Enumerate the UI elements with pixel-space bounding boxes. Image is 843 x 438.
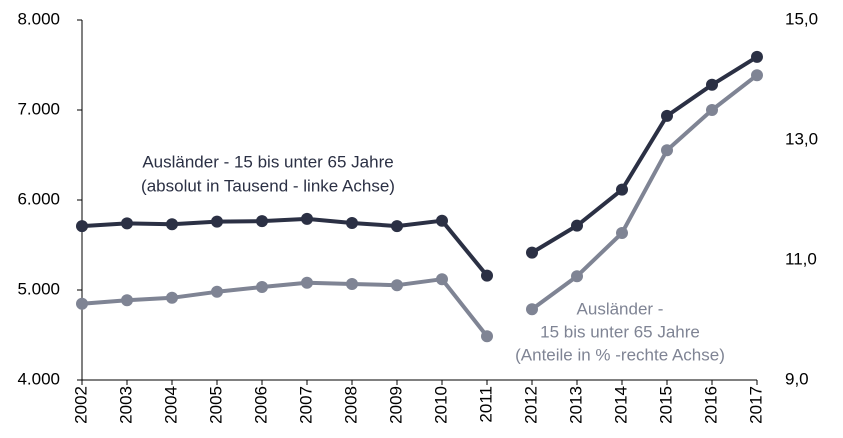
y2-tick-label: 9,0 xyxy=(785,369,809,388)
data-point xyxy=(166,218,178,231)
x-tick-label: 2003 xyxy=(116,386,135,424)
data-point xyxy=(76,297,88,310)
series-line xyxy=(81,277,489,338)
annotation-text: 15 bis unter 65 Jahre xyxy=(540,322,700,341)
y-tick-label: 4.000 xyxy=(17,369,60,388)
y-tick-label: 7.000 xyxy=(17,99,60,118)
data-point xyxy=(76,220,88,233)
annotation: Ausländer - 15 bis unter 65 Jahre (Antei… xyxy=(515,299,725,364)
x-tick-label: 2002 xyxy=(71,386,90,424)
data-point xyxy=(616,227,628,239)
x-tick-label: 2008 xyxy=(341,386,360,424)
y-tick-label: 5.000 xyxy=(17,279,60,298)
data-point xyxy=(166,291,178,304)
x-tick-label: 2013 xyxy=(566,386,585,424)
series-line xyxy=(530,55,759,255)
data-point xyxy=(571,219,583,232)
data-point xyxy=(256,281,268,293)
x-tick-label: 2010 xyxy=(431,386,450,424)
data-point xyxy=(706,104,718,116)
series xyxy=(76,50,763,282)
data-point xyxy=(526,303,538,316)
data-point xyxy=(391,279,403,292)
data-point xyxy=(526,246,538,259)
series-line xyxy=(81,216,489,277)
data-point xyxy=(121,217,133,230)
x-tick-label: 2015 xyxy=(656,386,675,424)
x-tick-label: 2017 xyxy=(746,386,765,424)
data-point xyxy=(301,276,313,289)
data-point xyxy=(751,69,763,82)
data-point xyxy=(616,183,628,196)
x-tick-label: 2016 xyxy=(701,386,720,424)
data-point xyxy=(436,273,448,286)
data-point xyxy=(661,144,673,157)
x-tick-label: 2009 xyxy=(386,386,405,424)
x-tick-label: 2006 xyxy=(251,386,270,424)
x-tick-label: 2004 xyxy=(161,386,180,424)
series xyxy=(76,69,763,343)
y2-tick-label: 13,0 xyxy=(785,129,818,148)
annotation: Ausländer - 15 bis unter 65 Jahre (absol… xyxy=(141,152,395,195)
data-point xyxy=(391,220,403,233)
data-point xyxy=(481,330,493,343)
annotation-text: Ausländer - xyxy=(577,299,664,318)
data-point xyxy=(571,270,583,283)
data-point xyxy=(346,278,358,290)
data-point xyxy=(256,215,268,228)
data-point xyxy=(211,215,223,228)
data-point xyxy=(346,216,358,229)
data-point xyxy=(301,212,313,225)
data-point xyxy=(481,269,493,282)
data-point xyxy=(751,50,763,63)
x-tick-label: 2012 xyxy=(521,386,540,424)
data-point xyxy=(706,78,718,91)
annotation-text: Ausländer - 15 bis unter 65 Jahre xyxy=(142,152,393,171)
x-tick-label: 2014 xyxy=(611,386,630,424)
y-tick-label: 8.000 xyxy=(17,9,60,28)
annotation-text: (Anteile in % -rechte Achse) xyxy=(515,345,725,364)
y-tick-label: 6.000 xyxy=(17,189,60,208)
x-tick-label: 2007 xyxy=(296,386,315,424)
data-point xyxy=(211,285,223,298)
y2-tick-label: 11,0 xyxy=(785,249,817,268)
data-point xyxy=(661,109,673,122)
x-tick-label: 2005 xyxy=(206,386,225,424)
x-tick-label: 2011 xyxy=(476,386,495,423)
y2-tick-label: 15,0 xyxy=(785,9,818,28)
data-point xyxy=(121,294,133,307)
data-point xyxy=(436,214,448,227)
series-line xyxy=(530,73,759,311)
annotation-text: (absolut in Tausend - linke Achse) xyxy=(141,176,395,195)
